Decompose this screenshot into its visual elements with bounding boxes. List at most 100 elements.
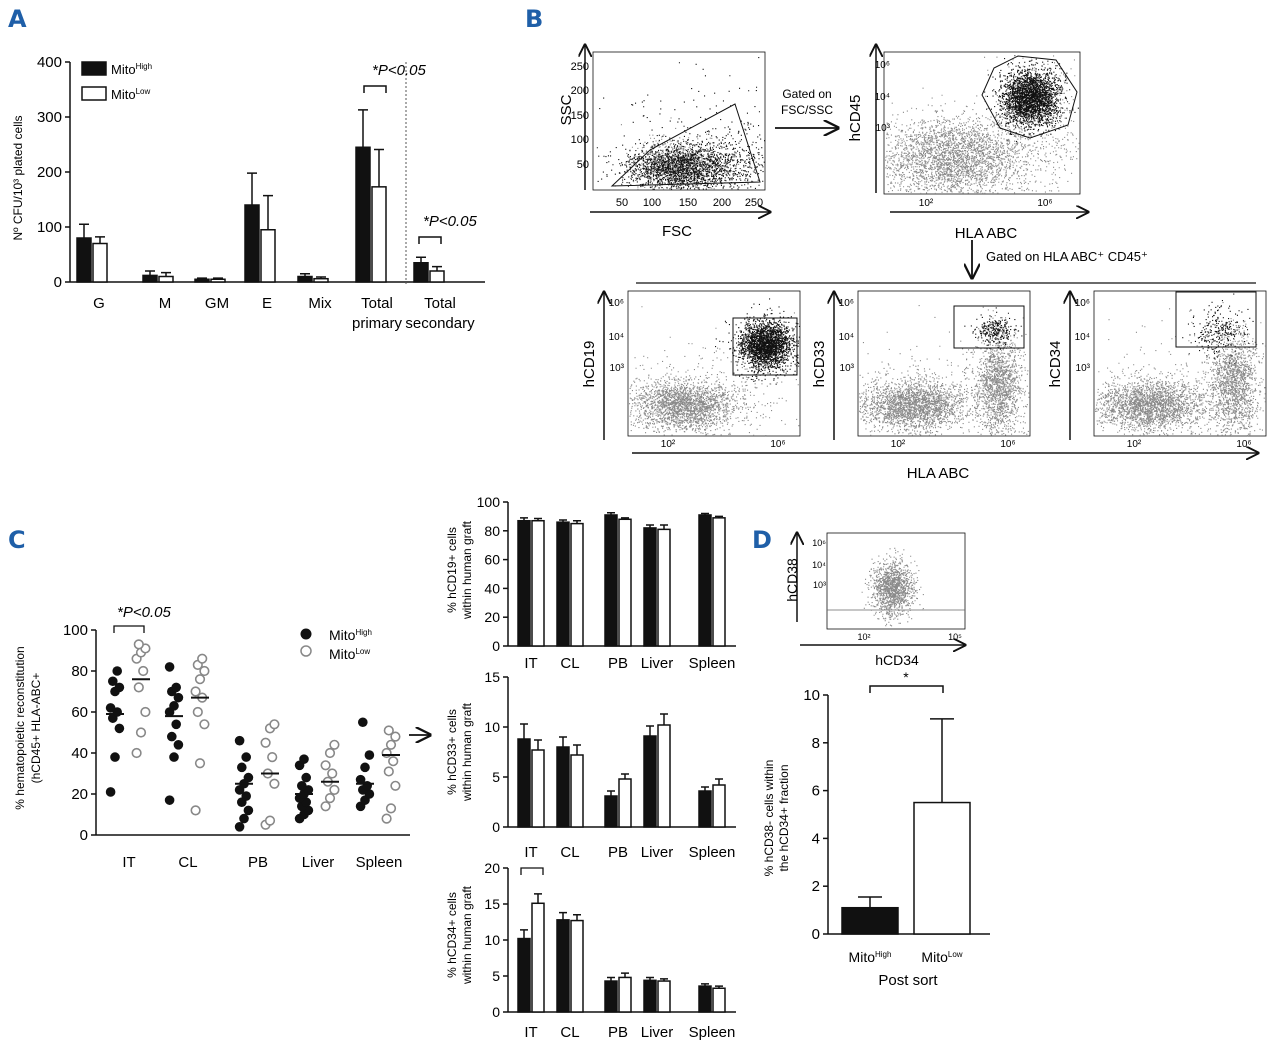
bar-mito-high-total-secondary	[413, 262, 429, 283]
hcd34-bar-mito-high-liver	[643, 979, 657, 1013]
hcd34-tick-label: 10⁶	[1075, 298, 1090, 309]
flow-plot-hcd45-hla: hCD45 HLA ABC 10⁶ 10⁴ 10³ 10² 10⁶	[847, 45, 1088, 242]
hcd33-bar-mito-low-it	[531, 749, 545, 828]
point-mito-low-it	[133, 639, 144, 650]
hcd33-tick-label: 15	[484, 669, 500, 685]
panel-d-bracket	[869, 685, 944, 693]
bar-mito-low-gm	[210, 278, 226, 283]
error-bar	[374, 148, 384, 187]
hcd19-gray-population	[629, 363, 778, 436]
hcd38-axis-label: hCD38	[784, 558, 800, 602]
svg-text:200: 200	[571, 85, 589, 97]
svg-text:10⁶: 10⁶	[1037, 198, 1052, 209]
point-mito-low-it	[133, 682, 144, 693]
hla-cd45-gray-events	[885, 81, 1074, 194]
hcd19-ylabel-line2: within human graft	[460, 520, 474, 620]
hla-ticks-top: 10² 10⁶	[919, 198, 1053, 209]
bar-mito-low-g	[92, 242, 108, 283]
svg-text:10³: 10³	[876, 123, 891, 134]
point-mito-high-cl	[164, 662, 175, 672]
x-label-it: IT	[122, 854, 135, 871]
hcd19-tick-label: 20	[484, 609, 500, 625]
hcd19-gray-sparse	[629, 306, 800, 437]
hcd34-gate	[1175, 291, 1257, 348]
legend-label-mito-high-c: MitoHigh	[329, 627, 372, 643]
legend-marker-mito-low	[300, 645, 312, 657]
hcd34-error-bar	[715, 985, 723, 989]
point-mito-high-cl	[169, 752, 179, 762]
point-mito-low-liver	[320, 760, 331, 771]
hcd33-ylabel-line2: within human graft	[460, 702, 474, 802]
panel-d-star: *	[903, 669, 909, 685]
panel-c-bracket	[113, 625, 145, 633]
panel-letter-a: A	[8, 5, 27, 33]
hcd34-error-bar	[607, 976, 615, 982]
svg-text:10⁴: 10⁴	[875, 92, 890, 103]
x-label-cl: CL	[178, 854, 197, 871]
hcd34-bar-mito-low-pb	[618, 976, 632, 1013]
hcd33-x-label-pb: PB	[608, 844, 628, 861]
point-mito-high-liver	[299, 754, 309, 764]
point-mito-low-spleen	[381, 813, 392, 824]
flow-plot-ssc-fsc: SSC FSC 250 200 150 100 50 50 100 150 20…	[558, 45, 770, 240]
hcd34-plot-frame	[1093, 290, 1267, 437]
hcd34-tick-label: 10⁴	[1075, 332, 1090, 343]
hcd33-tick-label: 5	[492, 769, 500, 785]
error-bar	[95, 236, 105, 244]
hcd34-bar-mito-low-cl	[570, 919, 584, 1013]
fsc-ticks: 50 100 150 200 250	[616, 197, 763, 209]
hcd19-tick-label: 0	[492, 638, 500, 654]
x-label-total-primary-line1: Total	[361, 295, 393, 312]
hcd34-bar-mito-high-pb	[604, 980, 618, 1013]
hcd33-error-bar	[607, 790, 615, 796]
panel-letter-b: B	[525, 5, 543, 33]
hcd19-black-population	[715, 298, 800, 385]
point-mito-high-spleen	[360, 762, 370, 773]
hcd33-gray-population-2	[963, 306, 1030, 436]
panel-c-tick-label: 80	[71, 663, 88, 680]
hcd34-bar-mito-high-spleen	[698, 985, 712, 1013]
hcd19-error-bar	[660, 524, 668, 530]
hcd19-error-bar	[607, 512, 615, 515]
svg-text:100: 100	[643, 197, 661, 209]
error-bar	[316, 276, 326, 279]
point-mito-low-liver	[329, 739, 340, 750]
hcd34-tick-label: 5	[492, 968, 500, 984]
hcd19-error-bar	[520, 517, 528, 521]
point-mito-low-cl	[190, 805, 201, 816]
hcd19-x-label-liver: Liver	[641, 655, 674, 672]
error-bar	[358, 109, 368, 148]
hcd34-axis-label: hCD34	[875, 652, 919, 668]
hcd19-bar-mito-low-it	[531, 519, 545, 647]
hcd19-gate	[732, 317, 798, 376]
fsc-ssc-black-events	[596, 133, 764, 190]
panel-c-y-label-line2: (hCD45+ HLA-ABC+	[29, 673, 43, 784]
hcd34-x-label-spleen: Spleen	[689, 1024, 736, 1041]
error-bar	[416, 256, 426, 263]
panel-a-significance-secondary: *P<0.05	[423, 213, 477, 230]
hcd19-ylabel-line1: % hCD19+ cells	[445, 527, 459, 613]
error-bar	[263, 194, 273, 230]
panel-a-bar-chart: Nº CFU/10³ plated cells 0 100 200 300 400 Mi…	[11, 54, 485, 332]
x-label-e: E	[262, 295, 272, 312]
hcd33-error-bar	[559, 736, 567, 747]
gated-on-label-line1: Gated on	[782, 87, 831, 101]
hcd34-tick-label: 10	[484, 932, 500, 948]
hcd19-bar-mito-high-spleen	[698, 514, 712, 647]
panel-d-error-bar	[930, 718, 954, 803]
svg-text:100: 100	[571, 134, 589, 146]
svg-text:150: 150	[571, 110, 589, 122]
point-mito-low-it	[138, 665, 149, 677]
panel-d-tick-label: 2	[812, 878, 820, 895]
hcd19-bar-mito-high-it	[517, 519, 531, 647]
point-mito-low-spleen	[385, 739, 397, 750]
hcd34-error-bar	[520, 929, 528, 939]
hcd34-error-bar	[660, 978, 668, 982]
hcd33-gate	[953, 305, 1025, 349]
panel-a-tick-label: 100	[37, 219, 62, 236]
bar-mito-high-m	[142, 274, 158, 283]
hcd19-x-tick-label: 10²	[661, 439, 676, 450]
error-bar	[432, 265, 442, 271]
point-mito-low-cl	[194, 758, 206, 769]
panel-d-error-bar	[858, 896, 882, 908]
